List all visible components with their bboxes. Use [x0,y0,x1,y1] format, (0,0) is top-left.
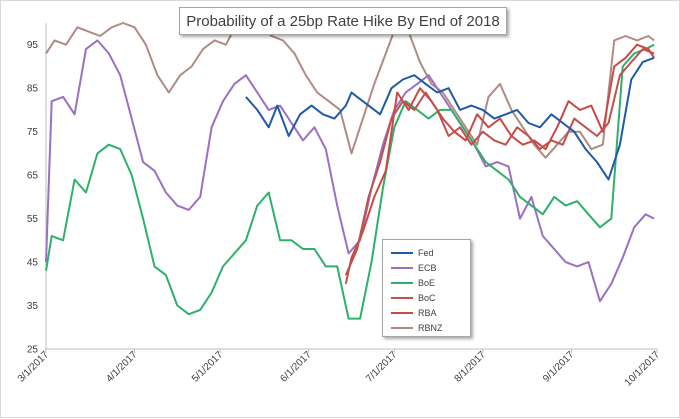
x-tick-labels: 3/1/2017 4/1/2017 5/1/2017 6/1/2017 7/1/2017… [16,349,663,389]
legend-item-ecb: ECB [391,260,470,275]
legend-swatch [391,326,413,329]
y-tick-label: 55 [27,214,39,225]
legend-label: Fed [418,247,434,258]
chart-title-text: Probability of a 25bp Rate Hike By End o… [186,12,500,30]
legend-label: RBNZ [418,322,443,333]
chart-legend: Fed ECB BoE BoC RBA RBNZ [382,239,471,337]
x-axis: 3/1/2017 4/1/2017 5/1/2017 6/1/2017 7/1/2017… [16,348,663,389]
legend-item-rbnz: RBNZ [391,320,470,335]
legend-label: BoC [418,292,436,303]
x-tick-label: 10/1/2017 [623,349,663,389]
series-line-ecb [45,39,655,303]
legend-label: ECB [418,262,437,273]
y-tick-labels: 25 35 45 55 65 75 85 95 [27,40,39,355]
y-tick-label: 85 [27,84,39,95]
legend-label: BoE [418,277,436,288]
x-tick-label: 8/1/2017 [453,349,489,385]
legend-swatch [391,296,413,299]
y-tick-label: 25 [27,345,39,356]
x-tick-label: 6/1/2017 [278,349,314,385]
series-line-boc [344,48,655,276]
y-tick-label: 65 [27,171,39,182]
x-tick-label: 5/1/2017 [190,349,226,385]
chart-title: Probability of a 25bp Rate Hike By End o… [179,7,507,35]
y-tick-label: 95 [27,40,39,51]
legend-swatch [391,266,413,269]
legend-swatch [391,281,413,284]
series-lines [45,22,655,320]
series-line-rba [344,43,655,285]
legend-item-fed: Fed [391,245,470,260]
legend-item-boc: BoC [391,290,470,305]
legend-swatch [391,311,413,314]
legend-label: RBA [418,307,437,318]
series-line-rbnz [45,22,655,159]
x-tick-label: 4/1/2017 [104,349,140,385]
y-tick-label: 45 [27,258,39,269]
y-axis: 25 35 45 55 65 75 85 95 [27,23,47,356]
series-line-fed [245,56,655,181]
x-tick-label: 9/1/2017 [541,349,577,385]
y-tick-label: 75 [27,127,39,138]
legend-item-boe: BoE [391,275,470,290]
legend-swatch [391,251,413,254]
series-line-boe [45,43,655,320]
y-tick-label: 35 [27,301,39,312]
legend-item-rba: RBA [391,305,470,320]
x-tick-label: 7/1/2017 [364,349,400,385]
